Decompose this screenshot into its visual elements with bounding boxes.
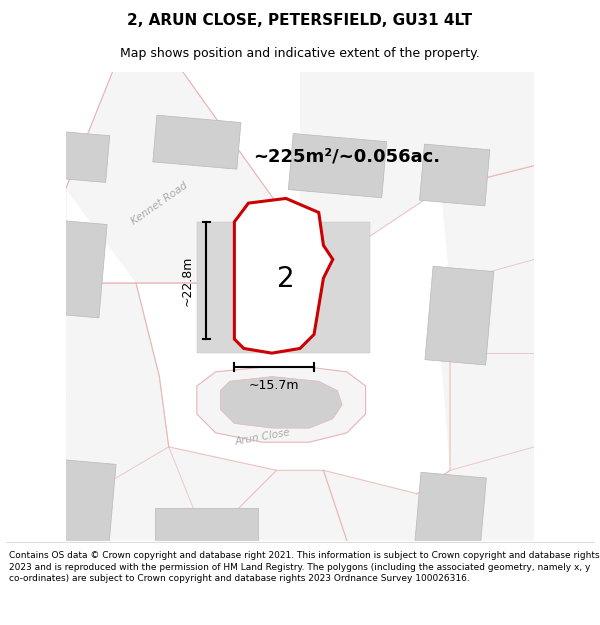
- Text: Arun Close: Arun Close: [234, 428, 291, 448]
- Polygon shape: [425, 266, 494, 365]
- Polygon shape: [289, 134, 386, 198]
- Polygon shape: [43, 219, 107, 318]
- Polygon shape: [197, 367, 365, 442]
- Polygon shape: [413, 472, 487, 562]
- Polygon shape: [65, 72, 300, 282]
- Polygon shape: [440, 259, 535, 353]
- Polygon shape: [235, 199, 333, 353]
- Polygon shape: [65, 376, 169, 494]
- Polygon shape: [417, 72, 535, 189]
- Polygon shape: [197, 222, 370, 353]
- Text: Kennet Road: Kennet Road: [130, 180, 190, 226]
- Polygon shape: [65, 282, 160, 400]
- Polygon shape: [153, 115, 241, 169]
- Polygon shape: [300, 72, 440, 236]
- Text: ~22.8m: ~22.8m: [181, 255, 194, 306]
- Text: ~15.7m: ~15.7m: [249, 379, 299, 392]
- Text: 2, ARUN CLOSE, PETERSFIELD, GU31 4LT: 2, ARUN CLOSE, PETERSFIELD, GU31 4LT: [127, 12, 473, 28]
- Text: Map shows position and indicative extent of the property.: Map shows position and indicative extent…: [120, 48, 480, 61]
- Text: Contains OS data © Crown copyright and database right 2021. This information is : Contains OS data © Crown copyright and d…: [9, 551, 599, 583]
- Polygon shape: [220, 376, 342, 428]
- Polygon shape: [440, 166, 535, 282]
- Polygon shape: [440, 353, 535, 470]
- Polygon shape: [169, 447, 347, 541]
- Text: 2: 2: [277, 264, 295, 292]
- Text: ~225m²/~0.056ac.: ~225m²/~0.056ac.: [253, 148, 440, 165]
- Polygon shape: [419, 144, 490, 206]
- Polygon shape: [323, 447, 535, 541]
- Polygon shape: [155, 508, 258, 555]
- Polygon shape: [40, 130, 110, 182]
- Polygon shape: [34, 458, 116, 548]
- Polygon shape: [65, 447, 206, 541]
